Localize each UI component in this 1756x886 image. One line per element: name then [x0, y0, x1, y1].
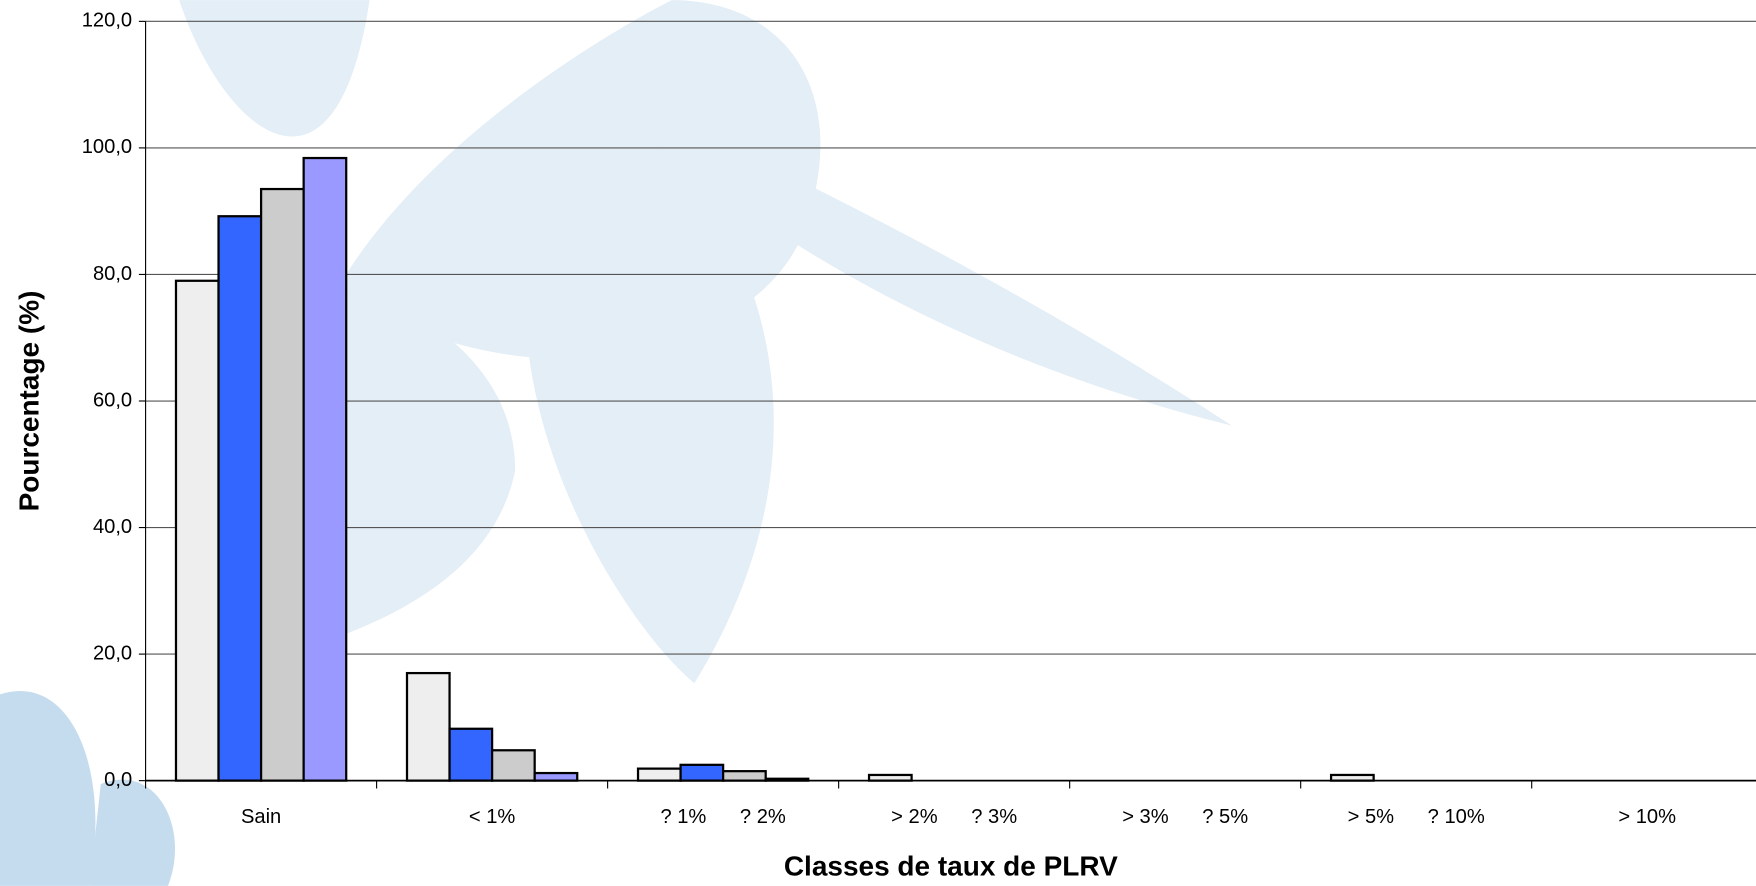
bar — [302, 156, 348, 782]
y-tick-label: 0,0 — [104, 769, 132, 791]
bar — [448, 727, 494, 782]
bar — [636, 767, 682, 782]
bar — [722, 770, 767, 782]
bar — [217, 215, 263, 782]
bar — [533, 771, 579, 782]
bar — [490, 749, 536, 782]
bar — [1329, 773, 1375, 782]
bar — [405, 671, 451, 782]
y-axis-title: Pourcentage (%) — [14, 291, 45, 512]
y-tick-label: 60,0 — [93, 389, 132, 411]
bar — [867, 773, 913, 782]
y-tick-label: 40,0 — [93, 516, 132, 538]
x-tick-label: < 1% — [469, 806, 516, 828]
x-tick-label: > 3% ? 5% — [1122, 806, 1248, 828]
x-tick-label: > 10% — [1618, 806, 1676, 828]
bar — [679, 763, 725, 782]
y-tick-label: 100,0 — [82, 136, 132, 158]
y-tick-label: 20,0 — [93, 642, 132, 664]
x-tick-label: Sain — [241, 806, 281, 828]
bar — [174, 279, 220, 782]
x-axis-title: Classes de taux de PLRV — [784, 850, 1118, 881]
y-tick-label: 80,0 — [93, 263, 132, 285]
x-tick-label: > 5% ? 10% — [1348, 806, 1485, 828]
x-tick-label: ? 1% ? 2% — [660, 806, 785, 828]
bar — [259, 187, 305, 782]
x-tick-label: > 2% ? 3% — [891, 806, 1017, 828]
y-tick-label: 120,0 — [82, 10, 132, 32]
